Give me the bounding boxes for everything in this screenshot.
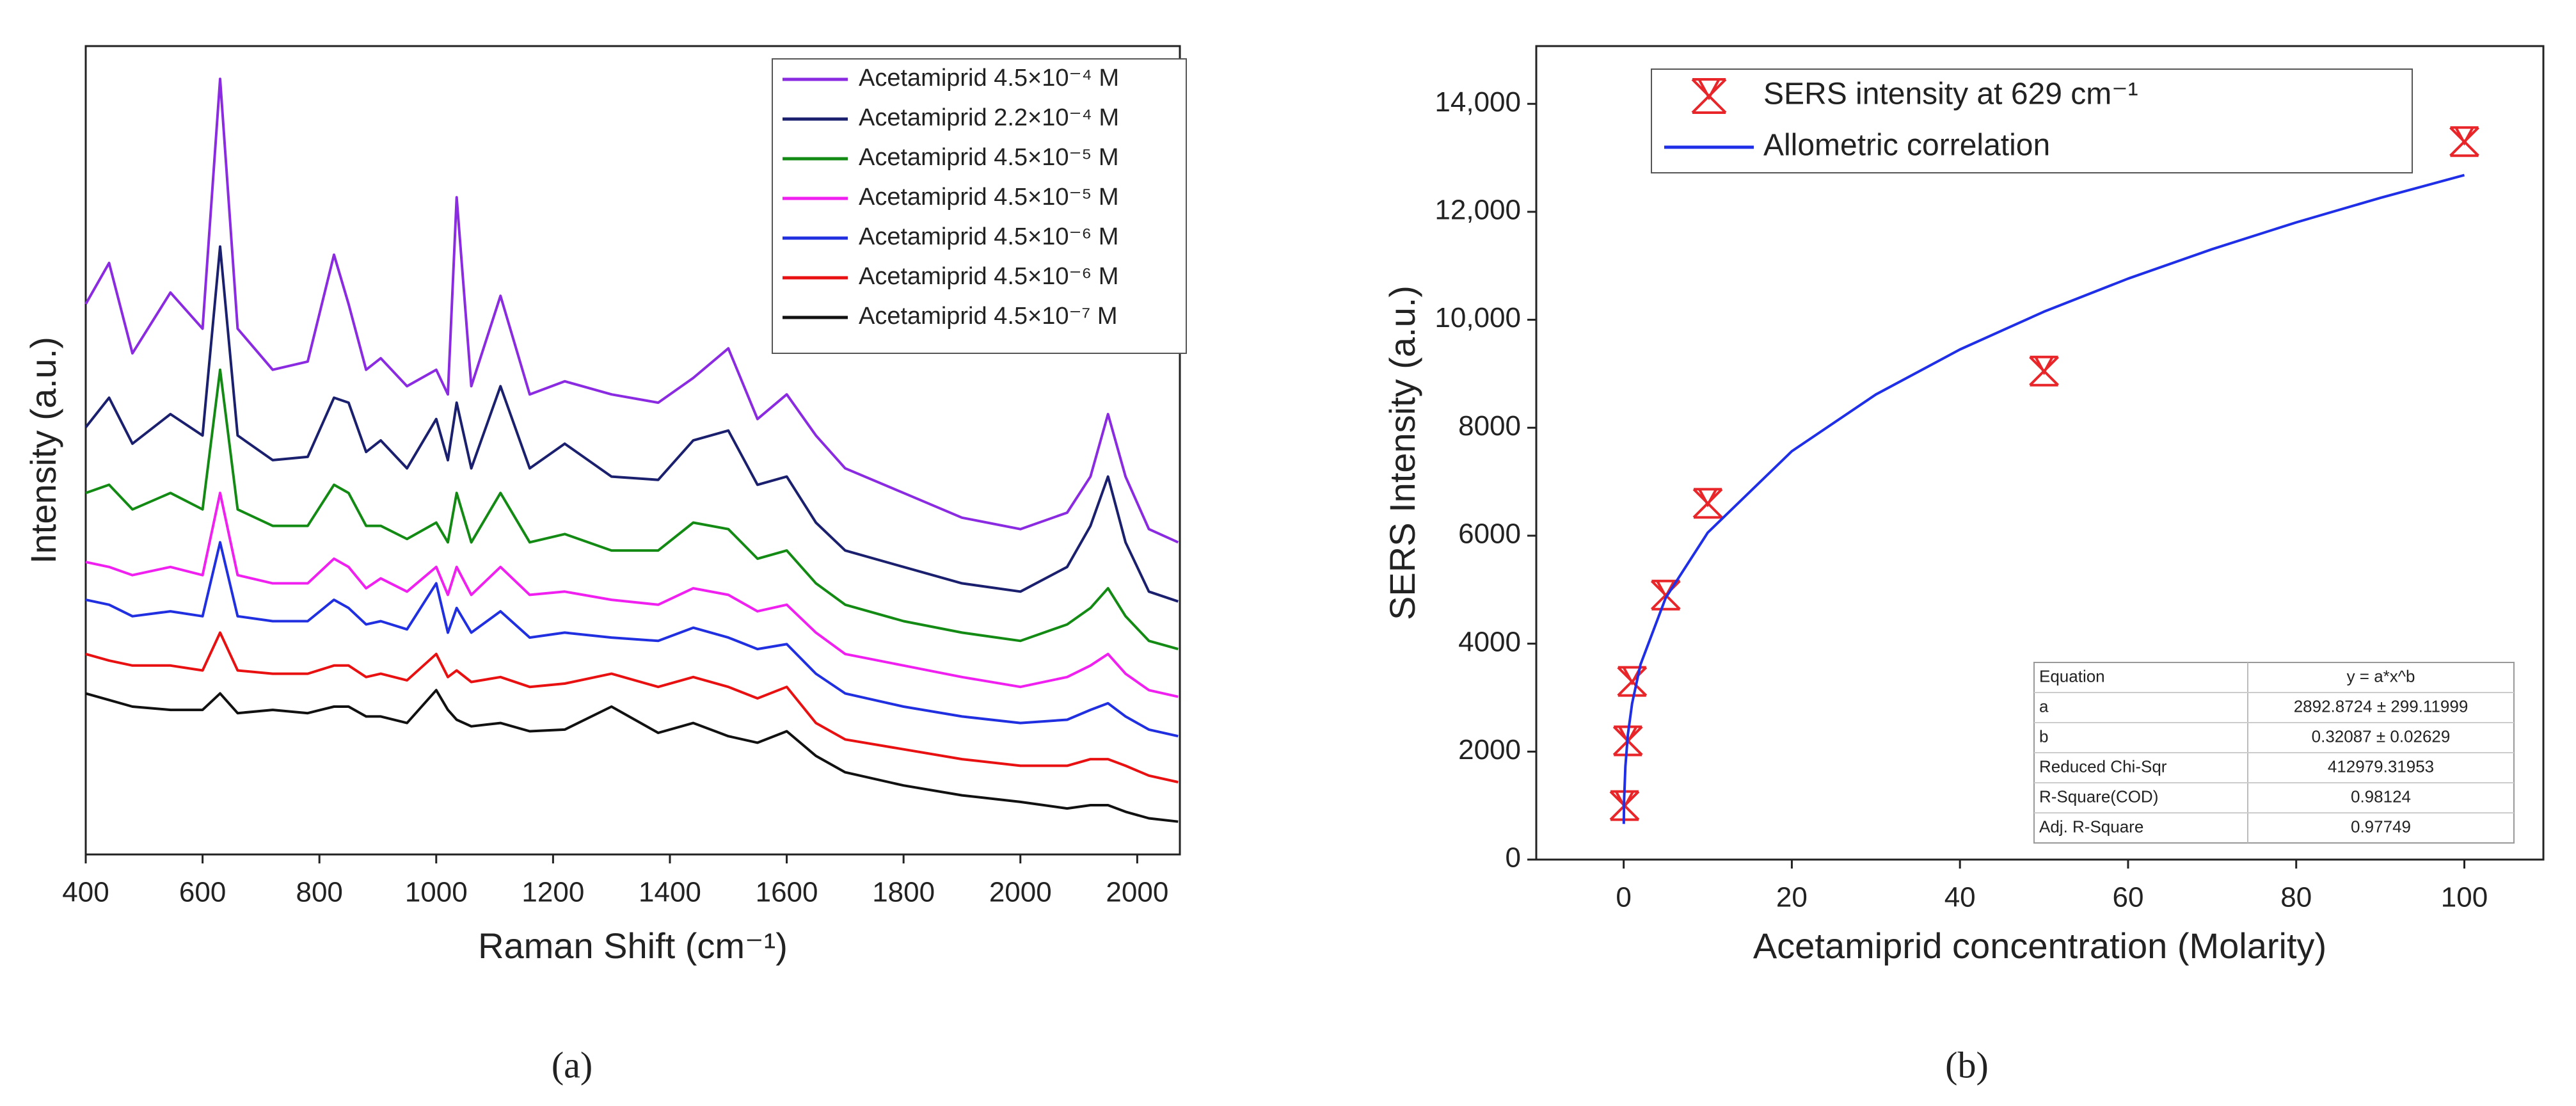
y-tick-label: 12,000: [1435, 195, 1521, 226]
fit-table-value: 0.97749: [2351, 817, 2411, 836]
data-point: [2029, 355, 2059, 387]
series-line: [1622, 173, 2465, 824]
series-line: [85, 631, 1179, 783]
fit-table-key: a: [2039, 696, 2049, 716]
y-axis-label: SERS Intensity (a.u.): [1382, 285, 1422, 620]
legend-label: Acetamiprid 4.5×10⁻⁵ M: [859, 184, 1119, 211]
legend-label: Acetamiprid 4.5×10⁻⁷ M: [859, 303, 1118, 330]
x-tick-label: 600: [179, 877, 226, 908]
data-point: [1692, 488, 1723, 519]
x-tick-label: 60: [2112, 882, 2143, 913]
x-axis-label: Raman Shift (cm⁻¹): [478, 926, 788, 966]
y-tick-label: 10,000: [1435, 302, 1521, 333]
marker-shape: [2449, 126, 2479, 157]
y-axis-label: Intensity (a.u.): [23, 337, 63, 564]
series-line: [85, 541, 1179, 738]
x-tick-label: 100: [2441, 882, 2488, 913]
data-point: [1650, 579, 1681, 611]
x-tick-label: 400: [62, 877, 109, 908]
fit-table-value: 2892.8724 ± 299.11999: [2294, 696, 2469, 716]
y-tick-label: 4000: [1458, 626, 1521, 657]
x-tick-label: 1800: [872, 877, 935, 908]
y-tick-label: 0: [1506, 842, 1521, 874]
plot-frame: [84, 45, 1181, 856]
series-line: [85, 492, 1179, 698]
x-tick-label: 800: [296, 877, 342, 908]
caption: (a): [552, 1044, 592, 1086]
x-tick-label: 0: [1616, 882, 1631, 913]
legend-box: [772, 58, 1187, 354]
marker-shape: [2029, 355, 2059, 387]
marker-shape: [1691, 78, 1727, 114]
fit-table-value: 0.32087 ± 0.02629: [2312, 726, 2451, 746]
y-tick-label: 2000: [1458, 734, 1521, 765]
plot-frame: [1535, 45, 2545, 861]
legend-label: Acetamiprid 4.5×10⁻⁵ M: [859, 144, 1119, 171]
legend-label: Acetamiprid 4.5×10⁻⁴ M: [859, 65, 1119, 92]
x-tick-label: 1000: [405, 877, 468, 908]
legend-swatch: [1691, 78, 1727, 114]
fit-table-value: 0.98124: [2351, 787, 2411, 806]
caption: (b): [1945, 1044, 1989, 1086]
marker-shape: [1692, 488, 1723, 519]
legend-label: Acetamiprid 2.2×10⁻⁴ M: [859, 104, 1119, 131]
fit-table-key: b: [2039, 726, 2048, 746]
legend-label: Allometric correlation: [1763, 129, 2050, 163]
legend-label: Acetamiprid 4.5×10⁻⁶ M: [859, 263, 1118, 290]
series-line: [84, 77, 1179, 544]
y-tick-label: 8000: [1458, 410, 1521, 442]
series-line: [84, 245, 1179, 603]
marker-shape: [1617, 666, 1648, 697]
fit-table-key: R-Square(COD): [2039, 787, 2158, 806]
series-line: [85, 689, 1179, 823]
x-tick-label: 1400: [639, 877, 701, 908]
x-tick-label: 1200: [521, 877, 584, 908]
y-tick-label: 6000: [1458, 518, 1521, 550]
x-tick-label: 40: [1944, 882, 1976, 913]
data-point: [1617, 666, 1648, 697]
x-tick-label: 2000: [989, 877, 1052, 908]
x-axis-label: Acetamiprid concentration (Molarity): [1753, 926, 2326, 966]
fit-table-key: Reduced Chi-Sqr: [2039, 757, 2167, 776]
legend-label: SERS intensity at 629 cm⁻¹: [1763, 77, 2138, 111]
x-tick-label: 2000: [1106, 877, 1168, 908]
fit-table-key: Adj. R-Square: [2039, 817, 2143, 836]
legend-box: [1651, 68, 2413, 173]
series-line: [85, 368, 1179, 651]
fit-table-value: 412979.31953: [2328, 757, 2434, 776]
x-tick-label: 20: [1776, 882, 1808, 913]
y-tick-label: 14,000: [1435, 86, 1521, 118]
x-tick-label: 1600: [756, 877, 818, 908]
fit-table-key: Equation: [2039, 666, 2105, 685]
data-point: [2449, 126, 2479, 157]
fit-table-value: y = a*x^b: [2347, 666, 2415, 685]
legend-label: Acetamiprid 4.5×10⁻⁶ M: [859, 223, 1118, 250]
marker-shape: [1650, 579, 1681, 611]
x-tick-label: 80: [2280, 882, 2312, 913]
